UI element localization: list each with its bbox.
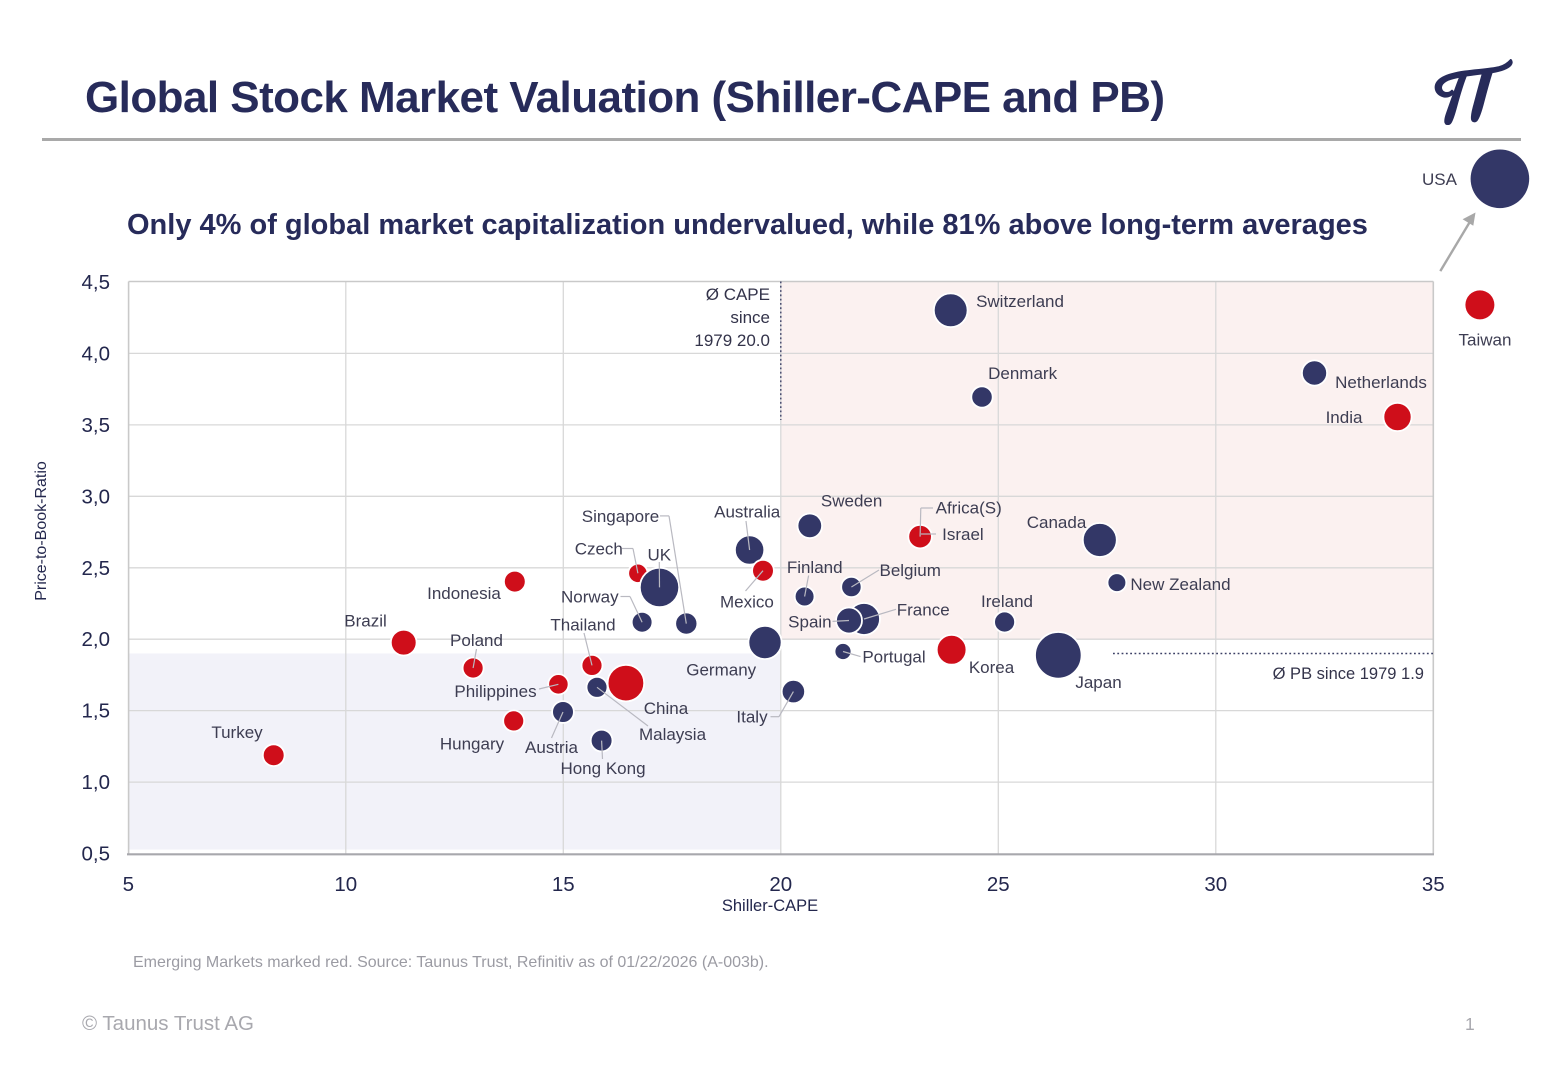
svg-text:Norway: Norway <box>561 588 619 607</box>
svg-text:Finland: Finland <box>787 558 843 577</box>
svg-text:UK: UK <box>647 545 671 564</box>
svg-text:3,0: 3,0 <box>82 485 111 508</box>
svg-text:Belgium: Belgium <box>879 561 940 580</box>
svg-text:Ø CAPE: Ø CAPE <box>706 285 770 304</box>
svg-text:Hong Kong: Hong Kong <box>560 759 645 778</box>
svg-text:USA: USA <box>1422 170 1458 189</box>
svg-text:New Zealand: New Zealand <box>1130 575 1230 594</box>
svg-text:5: 5 <box>123 873 134 896</box>
svg-text:30: 30 <box>1204 873 1227 896</box>
svg-text:Mexico: Mexico <box>720 593 774 612</box>
svg-text:Philippines: Philippines <box>454 682 536 701</box>
svg-text:Japan: Japan <box>1075 673 1121 692</box>
svg-text:Sweden: Sweden <box>821 491 882 510</box>
svg-text:Australia: Australia <box>714 502 781 521</box>
svg-text:Portugal: Portugal <box>862 648 925 667</box>
svg-text:Price-to-Book-Ratio: Price-to-Book-Ratio <box>33 461 50 601</box>
svg-text:Italy: Italy <box>736 708 768 727</box>
svg-text:Brazil: Brazil <box>344 612 387 631</box>
svg-text:Germany: Germany <box>686 660 756 679</box>
svg-text:15: 15 <box>552 873 575 896</box>
svg-text:25: 25 <box>987 873 1010 896</box>
svg-text:Ireland: Ireland <box>981 592 1033 611</box>
svg-text:2,0: 2,0 <box>82 628 111 651</box>
svg-text:Spain: Spain <box>788 612 831 631</box>
svg-text:1979 20.0: 1979 20.0 <box>694 331 770 350</box>
svg-text:4,0: 4,0 <box>82 342 111 365</box>
svg-text:4,5: 4,5 <box>82 271 111 294</box>
svg-text:Turkey: Turkey <box>211 723 263 742</box>
svg-text:Taiwan: Taiwan <box>1459 331 1512 350</box>
svg-text:Malaysia: Malaysia <box>639 725 707 744</box>
svg-text:Canada: Canada <box>1027 513 1087 532</box>
svg-text:Austria: Austria <box>525 738 578 757</box>
svg-text:Indonesia: Indonesia <box>427 584 501 603</box>
svg-text:2,5: 2,5 <box>82 557 111 580</box>
svg-text:Israel: Israel <box>942 525 984 544</box>
svg-text:Denmark: Denmark <box>988 364 1057 383</box>
svg-text:1,5: 1,5 <box>82 700 111 723</box>
svg-text:Shiller-CAPE: Shiller-CAPE <box>722 897 818 915</box>
svg-text:France: France <box>897 600 950 619</box>
svg-text:Poland: Poland <box>450 631 503 650</box>
svg-text:Thailand: Thailand <box>550 616 615 635</box>
svg-text:3,5: 3,5 <box>82 414 111 437</box>
svg-text:Czech: Czech <box>575 540 623 559</box>
svg-text:10: 10 <box>334 873 357 896</box>
svg-text:Ø PB since 1979 1.9: Ø PB since 1979 1.9 <box>1273 665 1424 683</box>
svg-text:Africa(S): Africa(S) <box>936 499 1002 518</box>
svg-text:35: 35 <box>1422 873 1445 896</box>
svg-text:0,5: 0,5 <box>82 843 111 866</box>
svg-text:China: China <box>644 699 689 718</box>
svg-text:since: since <box>730 308 770 327</box>
svg-text:India: India <box>1326 408 1363 427</box>
svg-text:20: 20 <box>769 873 792 896</box>
svg-text:Netherlands: Netherlands <box>1335 373 1427 392</box>
svg-text:1,0: 1,0 <box>82 771 111 794</box>
svg-text:Korea: Korea <box>969 658 1015 677</box>
svg-text:Hungary: Hungary <box>440 735 505 754</box>
svg-text:Singapore: Singapore <box>582 507 660 526</box>
svg-text:Switzerland: Switzerland <box>976 292 1064 311</box>
